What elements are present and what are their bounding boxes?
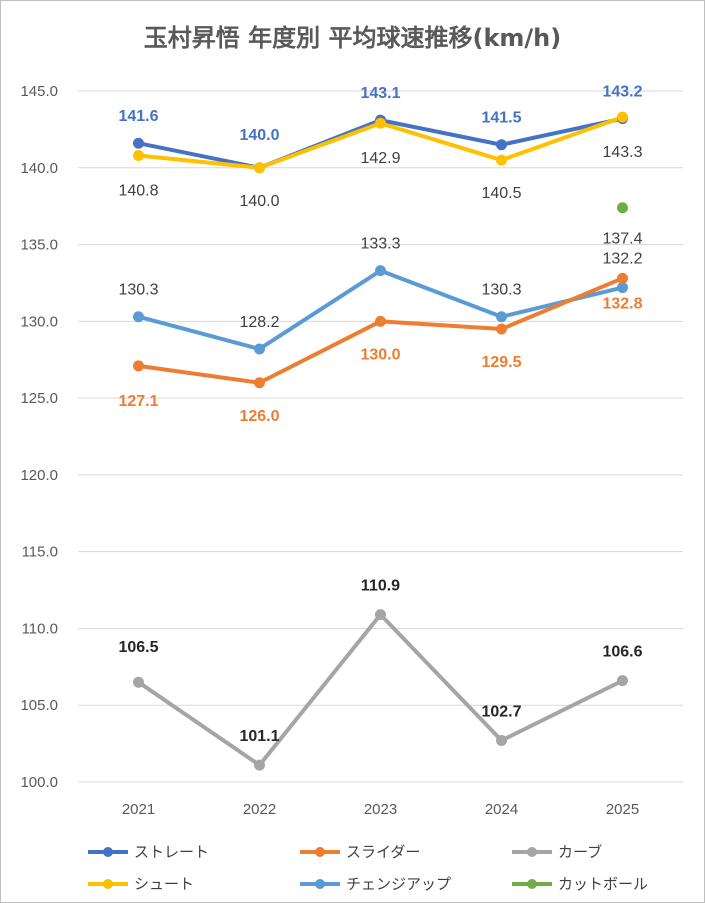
data-point [496, 311, 507, 323]
legend-label: カットボール [558, 875, 648, 893]
data-point [254, 343, 265, 355]
y-axis: 100.0 105.0 110.0 115.0 120.0 125.0 130.0 135.0… [20, 83, 58, 791]
legend-label: スライダー [346, 843, 420, 861]
data-point [254, 759, 265, 771]
data-point [496, 154, 507, 166]
chart-title: 玉村昇悟 年度別 平均球速推移(km/h) [143, 24, 562, 52]
legend-swatch-marker [103, 879, 113, 889]
data-point [133, 360, 144, 372]
legend-label: カーブ [558, 843, 602, 861]
data-label: 130.3 [481, 282, 521, 299]
legend-swatch-marker [527, 879, 537, 889]
data-point [496, 735, 507, 747]
data-point [133, 311, 144, 323]
y-tick-label: 105.0 [20, 697, 58, 714]
data-point [375, 265, 386, 277]
legend-item: カットボール [512, 875, 648, 893]
data-labels: 141.6 140.0 143.1 141.5 143.2 127.1 126.0 130.0… [118, 84, 642, 745]
y-tick-label: 100.0 [20, 774, 58, 791]
series-lines [136, 115, 625, 768]
y-tick-label: 110.0 [22, 620, 58, 637]
data-label: 142.9 [360, 150, 400, 167]
data-label: 140.8 [118, 182, 158, 199]
data-label: 140.5 [481, 185, 521, 202]
data-point [133, 149, 144, 161]
legend-item: スライダー [300, 843, 420, 861]
data-label: 127.1 [118, 393, 158, 410]
data-label: 106.5 [118, 639, 158, 656]
data-label: 140.0 [239, 193, 279, 210]
data-label: 130.0 [360, 346, 400, 363]
y-tick-label: 115.0 [22, 544, 58, 561]
series-points [133, 111, 628, 771]
data-point [133, 137, 144, 149]
x-tick-label: 2022 [243, 801, 276, 818]
data-label: 130.3 [118, 282, 158, 299]
data-label: 102.7 [481, 704, 521, 721]
x-tick-label: 2023 [364, 801, 397, 818]
data-label: 128.2 [239, 314, 279, 331]
gridlines [78, 90, 683, 783]
data-label: 143.2 [602, 84, 642, 101]
legend-label: シュート [134, 875, 194, 893]
legend-item: カーブ [512, 843, 602, 861]
legend-label: ストレート [134, 843, 209, 861]
data-label: 106.6 [602, 644, 642, 661]
data-point [496, 323, 507, 335]
data-label: 126.0 [239, 408, 279, 425]
data-point [375, 117, 386, 129]
data-label: 143.1 [360, 85, 400, 102]
legend-item: ストレート [88, 843, 209, 861]
data-label: 141.5 [481, 110, 521, 127]
data-point [254, 162, 265, 174]
x-axis: 2021 2022 2023 2024 2025 [122, 801, 639, 818]
data-label: 110.9 [361, 578, 400, 595]
data-point [617, 111, 628, 123]
data-point [617, 675, 628, 687]
data-point [496, 139, 507, 151]
data-point [617, 272, 628, 284]
legend-swatch-marker [103, 847, 113, 857]
data-label: 132.8 [602, 295, 642, 312]
legend-swatch-marker [315, 879, 325, 889]
x-tick-label: 2024 [485, 801, 518, 818]
data-label: 143.3 [602, 144, 642, 161]
legend-swatch-marker [315, 847, 325, 857]
data-point [375, 609, 386, 621]
data-point [375, 315, 386, 327]
data-label: 137.4 [602, 231, 642, 248]
legend-item: チェンジアップ [300, 875, 451, 893]
data-label: 129.5 [481, 354, 521, 371]
y-tick-label: 125.0 [20, 390, 58, 407]
data-label: 141.6 [118, 108, 158, 125]
x-tick-label: 2025 [606, 801, 639, 818]
data-point [133, 676, 144, 688]
y-tick-label: 140.0 [20, 160, 58, 177]
data-point [617, 282, 628, 294]
legend-swatch-marker [527, 847, 537, 857]
data-label: 140.0 [239, 127, 279, 144]
y-tick-label: 145.0 [20, 83, 58, 100]
legend-item: シュート [88, 875, 194, 893]
legend-label: チェンジアップ [346, 875, 451, 893]
y-tick-label: 130.0 [20, 313, 58, 330]
series-line-スライダー [136, 276, 625, 385]
data-point [617, 202, 628, 214]
series-line-カーブ [136, 612, 625, 768]
data-label: 101.1 [239, 728, 279, 745]
y-tick-label: 120.0 [20, 467, 58, 484]
y-tick-label: 135.0 [20, 237, 58, 254]
data-label: 132.2 [602, 251, 642, 268]
data-label: 133.3 [360, 236, 400, 253]
x-tick-label: 2021 [122, 801, 155, 818]
data-point [254, 377, 265, 389]
